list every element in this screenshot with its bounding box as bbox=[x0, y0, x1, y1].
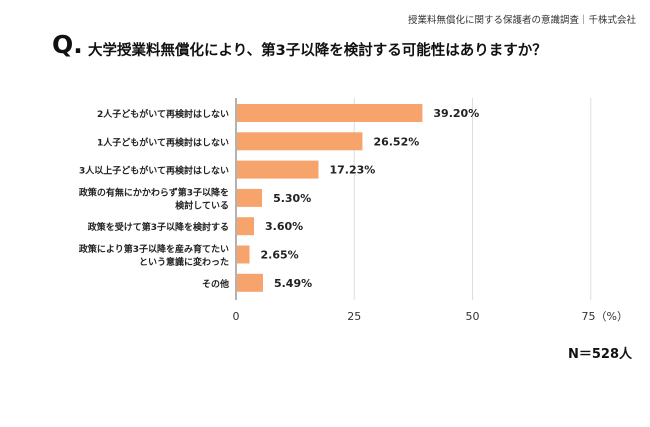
category-label: 2人子どもがいて再検討はしない bbox=[97, 108, 229, 120]
data-label: 17.23% bbox=[329, 164, 375, 177]
source-label: 授業料無償化に関する保護者の意識調査｜千株式会社 bbox=[407, 15, 636, 26]
category-label: その他 bbox=[202, 278, 229, 290]
bar bbox=[237, 188, 263, 207]
x-tick-label: 50 bbox=[466, 310, 480, 323]
data-label: 3.60% bbox=[265, 220, 303, 233]
category-label: 3人以上子どもがいて再検討はしない bbox=[79, 165, 229, 177]
category-label: という意識に変わった bbox=[139, 256, 229, 268]
sample-size: N＝528人 bbox=[567, 347, 632, 362]
bar bbox=[237, 104, 423, 122]
bar bbox=[237, 273, 263, 292]
category-label: 検討している bbox=[175, 199, 229, 211]
bar bbox=[237, 160, 319, 179]
bar bbox=[237, 245, 250, 264]
category-label: 政策の有無にかかわらず第3子以降を bbox=[79, 186, 229, 198]
x-tick-label: 75（%） bbox=[582, 310, 628, 323]
category-label: 政策を受けて第3子以降を検討する bbox=[88, 221, 229, 233]
data-label: 5.49% bbox=[274, 277, 312, 290]
category-label: 1人子どもがいて再検討はしない bbox=[97, 136, 229, 148]
data-label: 39.20% bbox=[433, 107, 479, 120]
data-label: 5.30% bbox=[273, 192, 311, 205]
x-tick-label: 25 bbox=[347, 310, 361, 323]
bar bbox=[237, 217, 255, 236]
question-mark: Q. bbox=[52, 30, 83, 59]
category-label: 政策により第3子以降を産み育てたい bbox=[79, 243, 229, 255]
bar bbox=[237, 132, 363, 151]
x-tick-label: 0 bbox=[233, 310, 240, 323]
data-label: 26.52% bbox=[373, 135, 419, 148]
chart-title: 大学授業料無償化により、第3子以降を検討する可能性はありますか？ bbox=[88, 43, 547, 59]
data-label: 2.65% bbox=[261, 249, 299, 262]
